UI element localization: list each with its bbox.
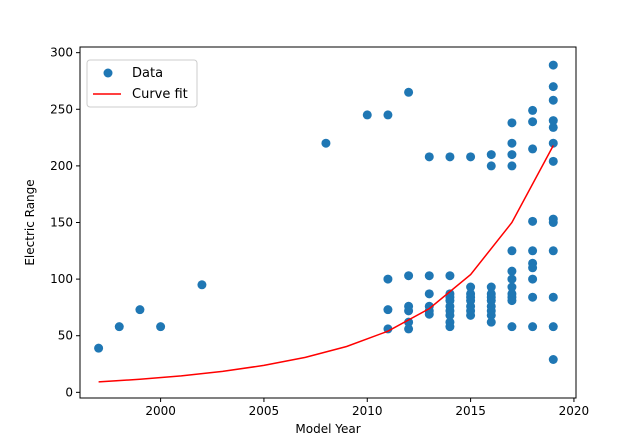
data-point — [548, 355, 558, 365]
data-point — [197, 280, 207, 290]
data-point — [135, 305, 145, 315]
data-point — [548, 246, 558, 256]
data-point — [424, 271, 434, 281]
y-axis-label: Electric Range — [23, 179, 37, 265]
data-point — [321, 138, 331, 148]
data-point — [548, 218, 558, 227]
y-tick-label: 300 — [50, 46, 73, 60]
data-point — [404, 87, 414, 97]
data-point — [445, 322, 455, 332]
curve-fit-layer — [98, 145, 554, 383]
data-point — [362, 110, 372, 120]
data-point — [445, 271, 455, 281]
data-point — [94, 343, 104, 353]
y-tick-label: 200 — [50, 159, 73, 173]
data-point — [445, 310, 455, 320]
y-tick-label: 50 — [58, 329, 73, 343]
data-point — [486, 161, 496, 171]
data-point — [548, 156, 558, 166]
data-point — [528, 322, 538, 332]
data-point — [507, 118, 517, 128]
data-point — [548, 322, 558, 332]
y-tick-label: 100 — [50, 272, 73, 286]
data-point — [507, 282, 517, 292]
data-point — [507, 150, 517, 160]
data-point — [466, 310, 476, 320]
legend-label-data: Data — [132, 66, 163, 81]
x-tick-label: 2020 — [559, 404, 590, 418]
legend: Data Curve fit — [86, 59, 198, 108]
data-point — [528, 216, 538, 226]
data-point — [466, 282, 476, 292]
y-tick-label: 0 — [65, 385, 73, 399]
scatter-points — [94, 60, 558, 365]
data-point — [548, 292, 558, 302]
data-point — [507, 296, 517, 306]
data-point — [528, 246, 538, 256]
data-point — [528, 117, 538, 127]
data-point — [528, 292, 538, 302]
y-axis: 0 50 100 150 200 250 300 — [50, 46, 80, 399]
data-point — [424, 309, 434, 319]
legend-marker-data — [103, 68, 113, 78]
data-point — [424, 289, 434, 299]
x-tick-label: 2000 — [145, 404, 176, 418]
data-point — [404, 324, 414, 334]
data-point — [486, 150, 496, 160]
data-point — [114, 322, 124, 332]
data-point — [548, 138, 558, 148]
data-point — [548, 82, 558, 92]
data-point — [156, 322, 166, 332]
data-point — [486, 310, 496, 320]
legend-label-curve-fit: Curve fit — [132, 87, 188, 102]
x-tick-label: 2005 — [249, 404, 280, 418]
data-point — [528, 144, 538, 154]
data-point — [445, 152, 455, 162]
x-axis-label: Model Year — [295, 422, 360, 436]
data-point — [404, 271, 414, 281]
data-point — [528, 105, 538, 115]
data-point — [486, 317, 496, 327]
y-tick-label: 250 — [50, 102, 73, 116]
data-point — [383, 305, 393, 315]
data-point — [466, 152, 476, 162]
data-point — [404, 317, 414, 327]
data-point — [507, 266, 517, 276]
data-point — [424, 152, 434, 162]
data-point — [548, 60, 558, 70]
data-point — [548, 95, 558, 105]
x-tick-label: 2010 — [352, 404, 383, 418]
data-point — [383, 324, 393, 334]
curve-fit-line — [98, 145, 554, 383]
data-point — [528, 274, 538, 284]
data-point — [507, 138, 517, 148]
x-axis: 2000 2005 2010 2015 2020 — [145, 398, 589, 418]
data-point — [507, 161, 517, 171]
data-point — [507, 246, 517, 256]
data-point — [404, 306, 414, 316]
data-point — [528, 263, 538, 273]
data-point — [383, 274, 393, 284]
y-tick-label: 150 — [50, 216, 73, 230]
data-point — [548, 116, 558, 126]
x-tick-label: 2015 — [455, 404, 486, 418]
data-point — [507, 322, 517, 332]
data-point — [507, 274, 517, 284]
data-point — [383, 110, 393, 120]
data-point — [486, 282, 496, 292]
legend-box — [86, 59, 198, 108]
data-point — [548, 122, 558, 132]
